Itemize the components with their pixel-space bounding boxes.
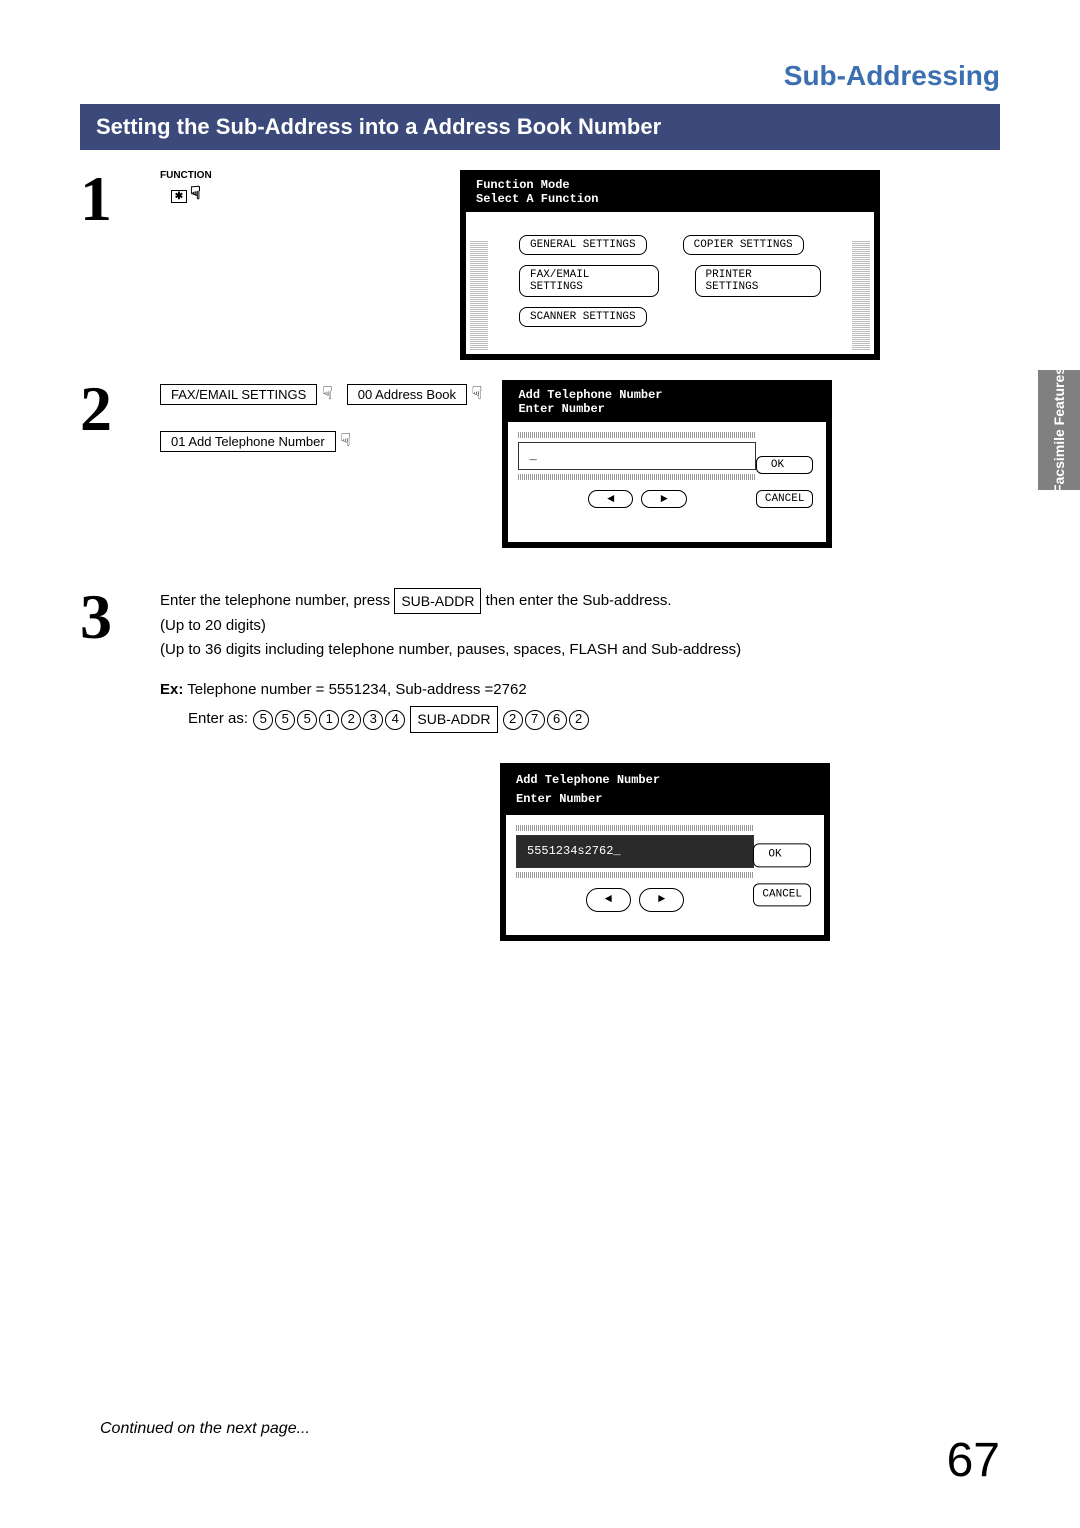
function-label: FUNCTION [160, 170, 212, 181]
step-2: 2 FAX/EMAIL SETTINGS ☟ 00 Address Book ☟… [80, 380, 1000, 548]
hatch-decoration [516, 825, 754, 831]
keypad-key: 1 [319, 710, 339, 730]
lcd-add-telephone-filled: Add Telephone Number Enter Number 555123… [500, 763, 830, 941]
ex-text: Telephone number = 5551234, Sub-address … [183, 681, 526, 698]
printer-settings-button[interactable]: PRINTER SETTINGS [695, 265, 821, 297]
page-title: Sub-Addressing [80, 60, 1000, 92]
hatch-decoration [852, 240, 870, 350]
hatch-decoration [516, 872, 754, 878]
lcd-add-telephone: Add Telephone Number Enter Number _ ◄ ► … [502, 380, 832, 548]
right-arrow-button[interactable]: ► [639, 888, 684, 911]
asterisk-icon: ✱ [171, 190, 187, 203]
press-icon: ☟ [340, 430, 351, 451]
keypad-key: 5 [297, 710, 317, 730]
left-arrow-button[interactable]: ◄ [588, 490, 633, 508]
hatch-decoration [518, 474, 756, 480]
step3-line1: Enter the telephone number, press SUB-AD… [160, 588, 1000, 614]
fax-email-settings-softbtn[interactable]: FAX/EMAIL SETTINGS [160, 384, 317, 405]
lcd-title-2: Select A Function [476, 192, 864, 206]
ok-button[interactable]: OK [756, 456, 814, 474]
ex-label: Ex: [160, 681, 183, 698]
side-tab-text: Facsimile Features [1051, 367, 1067, 493]
left-arrow-button[interactable]: ◄ [586, 888, 631, 911]
step-number-1: 1 [80, 170, 140, 228]
general-settings-button[interactable]: GENERAL SETTINGS [519, 235, 647, 255]
lcd-title-2: Enter Number [516, 790, 814, 809]
step-number-3: 3 [80, 588, 140, 646]
step3-line2: (Up to 20 digits) [160, 614, 1000, 638]
fax-email-settings-button[interactable]: FAX/EMAIL SETTINGS [519, 265, 659, 297]
keypad-key: 5 [253, 710, 273, 730]
keypad-key: 4 [385, 710, 405, 730]
keypad-key: 7 [525, 710, 545, 730]
text-part: then enter the Sub-address. [486, 592, 672, 609]
telephone-input[interactable]: _ [518, 442, 756, 470]
key-sequence-1: 5551234 [252, 711, 406, 728]
keypad-key: 6 [547, 710, 567, 730]
page-number: 67 [947, 1433, 1000, 1488]
press-icon: ☟ [190, 183, 201, 204]
keypad-key: 2 [341, 710, 361, 730]
hatch-decoration [470, 240, 488, 350]
section-heading: Setting the Sub-Address into a Address B… [80, 104, 1000, 150]
press-icon: ☟ [472, 383, 483, 404]
cancel-button[interactable]: CANCEL [756, 490, 814, 508]
lcd-title-2: Enter Number [518, 402, 816, 416]
enter-as-label: Enter as: [188, 711, 248, 728]
address-book-softbtn[interactable]: 00 Address Book [347, 384, 467, 405]
cancel-button[interactable]: CANCEL [753, 883, 811, 907]
function-button[interactable]: FUNCTION ✱ ☟ [160, 170, 212, 204]
telephone-input-filled[interactable]: 5551234s2762_ [516, 835, 754, 868]
keypad-key: 5 [275, 710, 295, 730]
side-tab: Facsimile Features [1038, 370, 1080, 490]
copier-settings-button[interactable]: COPIER SETTINGS [683, 235, 804, 255]
sub-addr-key: SUB-ADDR [394, 588, 481, 614]
sub-addr-key: SUB-ADDR [410, 706, 497, 732]
text-part: Enter the telephone number, press [160, 592, 394, 609]
example-line: Ex: Telephone number = 5551234, Sub-addr… [160, 678, 1000, 702]
ok-button[interactable]: OK [753, 844, 811, 868]
continued-text: Continued on the next page... [100, 1420, 310, 1438]
step3-line3: (Up to 36 digits including telephone num… [160, 638, 1000, 662]
press-icon: ☟ [322, 383, 333, 404]
step-3: 3 Enter the telephone number, press SUB-… [80, 588, 1000, 941]
lcd-title-1: Add Telephone Number [516, 771, 814, 790]
right-arrow-button[interactable]: ► [641, 490, 686, 508]
keypad-key: 2 [569, 710, 589, 730]
step-number-2: 2 [80, 380, 140, 438]
keypad-key: 2 [503, 710, 523, 730]
add-telephone-softbtn[interactable]: 01 Add Telephone Number [160, 431, 336, 452]
lcd-function-mode: Function Mode Select A Function GENERAL … [460, 170, 880, 360]
enter-as-line: Enter as: 5551234 SUB-ADDR 2762 [160, 706, 1000, 732]
step-1: 1 FUNCTION ✱ ☟ Function Mode Select A Fu… [80, 170, 1000, 350]
lcd-title-1: Add Telephone Number [518, 388, 816, 402]
scanner-settings-button[interactable]: SCANNER SETTINGS [519, 307, 647, 327]
key-sequence-2: 2762 [502, 711, 590, 728]
keypad-key: 3 [363, 710, 383, 730]
lcd-title-1: Function Mode [476, 178, 864, 192]
hatch-decoration [518, 432, 756, 438]
